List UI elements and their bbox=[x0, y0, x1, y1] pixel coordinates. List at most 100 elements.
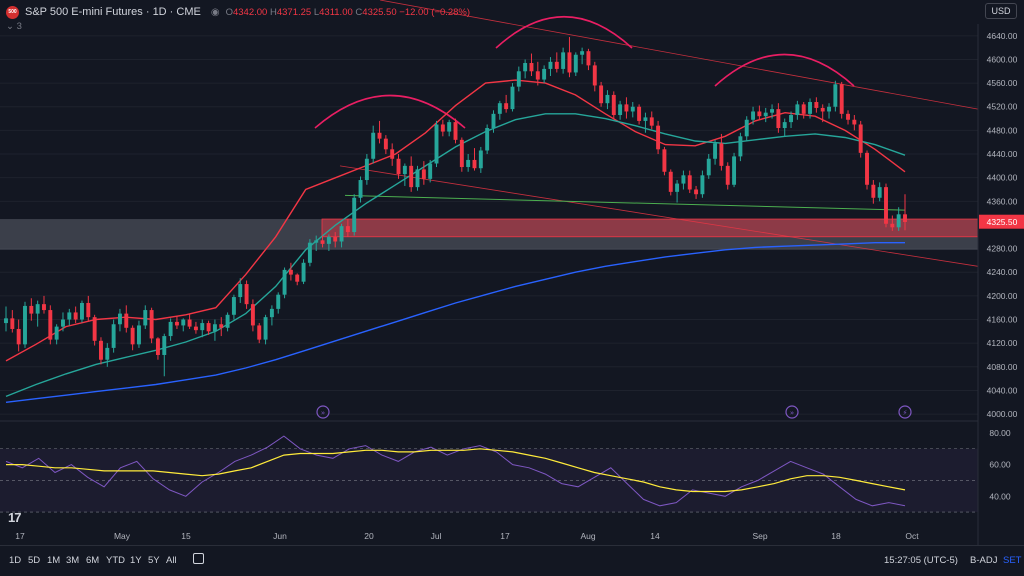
candle bbox=[478, 146, 483, 173]
candle bbox=[744, 116, 749, 142]
time-tick-label: Aug bbox=[580, 531, 595, 541]
candle-body bbox=[409, 165, 414, 188]
calendar-icon[interactable] bbox=[193, 553, 204, 564]
price-tick-label: 4400.00 bbox=[987, 173, 1018, 183]
candle-body bbox=[516, 71, 521, 87]
candle bbox=[282, 267, 287, 299]
candle-body bbox=[535, 71, 540, 80]
candle bbox=[86, 295, 91, 321]
eye-icon[interactable]: ◉ bbox=[210, 6, 220, 18]
candle bbox=[700, 170, 705, 198]
candle bbox=[675, 180, 680, 203]
candle-body bbox=[219, 324, 224, 328]
indicator-toggle[interactable]: ⌄ 3 bbox=[6, 21, 22, 32]
candle bbox=[105, 343, 110, 367]
bottom-toolbar: 1D 5D 1M 3M 6M YTD 1Y 5Y All 15:27:05 (U… bbox=[0, 545, 1024, 576]
candle-body bbox=[61, 319, 65, 327]
candle bbox=[763, 107, 768, 123]
candle-body bbox=[858, 124, 863, 153]
candle-body bbox=[54, 326, 59, 340]
candle-body bbox=[662, 149, 667, 172]
range-6m[interactable]: 6M bbox=[86, 555, 100, 566]
candle-body bbox=[808, 102, 812, 114]
rsi-tick-label: 80.00 bbox=[989, 428, 1011, 438]
candle-body bbox=[877, 187, 882, 198]
currency-button[interactable]: USD bbox=[985, 3, 1017, 19]
settlement-toggle[interactable]: SET bbox=[1003, 555, 1022, 566]
adjustment-toggle[interactable]: B-ADJ bbox=[970, 555, 998, 566]
candle-body bbox=[295, 274, 300, 282]
clock-time[interactable]: 15:27:05 (UTC-5) bbox=[884, 555, 958, 566]
candle bbox=[820, 104, 825, 123]
candle-body bbox=[485, 128, 490, 151]
range-3m[interactable]: 3M bbox=[66, 555, 80, 566]
candle-body bbox=[276, 294, 281, 309]
candle-body bbox=[833, 84, 838, 107]
candle-body bbox=[421, 169, 426, 179]
tradingview-logo-icon[interactable]: 17 bbox=[8, 510, 22, 525]
candle-body bbox=[301, 262, 306, 282]
candle bbox=[352, 194, 357, 236]
candle-body bbox=[339, 226, 344, 242]
candle bbox=[567, 37, 572, 78]
candle bbox=[35, 300, 40, 327]
candle-body bbox=[592, 65, 597, 86]
symbol-header[interactable]: 500 S&P 500 E-mini Futures · 1D · CME ◉ … bbox=[6, 4, 470, 20]
price-tick-label: 4000.00 bbox=[987, 409, 1018, 419]
symbol-title[interactable]: S&P 500 E-mini Futures · 1D · CME bbox=[25, 6, 201, 18]
candle bbox=[605, 90, 610, 110]
event-markers[interactable]: » » ⚡ bbox=[316, 405, 912, 419]
candle bbox=[447, 119, 452, 137]
candle-body bbox=[92, 317, 97, 341]
candle bbox=[485, 124, 490, 155]
candle bbox=[377, 120, 382, 144]
candle-body bbox=[396, 158, 401, 175]
candle-body bbox=[770, 109, 775, 113]
ema-line-3 bbox=[5, 241, 905, 403]
candle-body bbox=[586, 51, 591, 66]
candle bbox=[314, 235, 319, 251]
range-1m[interactable]: 1M bbox=[47, 555, 61, 566]
candle bbox=[440, 119, 445, 137]
candle bbox=[789, 111, 794, 129]
range-5d[interactable]: 5D bbox=[28, 555, 41, 566]
range-1d[interactable]: 1D bbox=[9, 555, 22, 566]
range-1y[interactable]: 1Y bbox=[130, 555, 142, 566]
candle-body bbox=[447, 122, 452, 132]
candle bbox=[111, 319, 116, 353]
candle bbox=[694, 185, 699, 199]
candle-body bbox=[390, 149, 395, 159]
candle bbox=[611, 91, 616, 119]
candle bbox=[738, 132, 743, 162]
price-tick-label: 4120.00 bbox=[987, 338, 1018, 348]
candle-body bbox=[288, 269, 293, 275]
candle bbox=[529, 53, 534, 77]
candle-body bbox=[73, 312, 78, 320]
candle-body bbox=[605, 94, 610, 104]
candle bbox=[548, 57, 553, 77]
indicator-count: 3 bbox=[16, 21, 22, 32]
candle bbox=[903, 194, 907, 231]
candle-body bbox=[212, 324, 217, 332]
candle bbox=[326, 234, 331, 251]
event-marker-icon[interactable]: » bbox=[316, 405, 330, 419]
time-axis: 17 May 15 Jun 20 Jul 17 Aug 14 Sep 18 Oct bbox=[15, 531, 919, 541]
event-marker-icon[interactable]: ⚡ bbox=[898, 405, 912, 419]
event-marker-ring bbox=[785, 405, 799, 419]
candle-body bbox=[415, 169, 420, 188]
candle bbox=[858, 120, 863, 158]
range-ytd[interactable]: YTD bbox=[106, 555, 125, 566]
range-all[interactable]: All bbox=[166, 555, 177, 566]
range-5y[interactable]: 5Y bbox=[148, 555, 160, 566]
candle-body bbox=[706, 158, 711, 176]
candle bbox=[29, 298, 34, 321]
candle-body bbox=[504, 103, 509, 110]
candle bbox=[409, 156, 414, 192]
candle-body bbox=[649, 117, 654, 126]
event-marker-icon[interactable]: » bbox=[785, 405, 799, 419]
candle bbox=[757, 105, 762, 120]
candle-body bbox=[865, 152, 869, 185]
candle-body bbox=[155, 338, 160, 355]
price-tick-label: 4560.00 bbox=[987, 78, 1018, 88]
